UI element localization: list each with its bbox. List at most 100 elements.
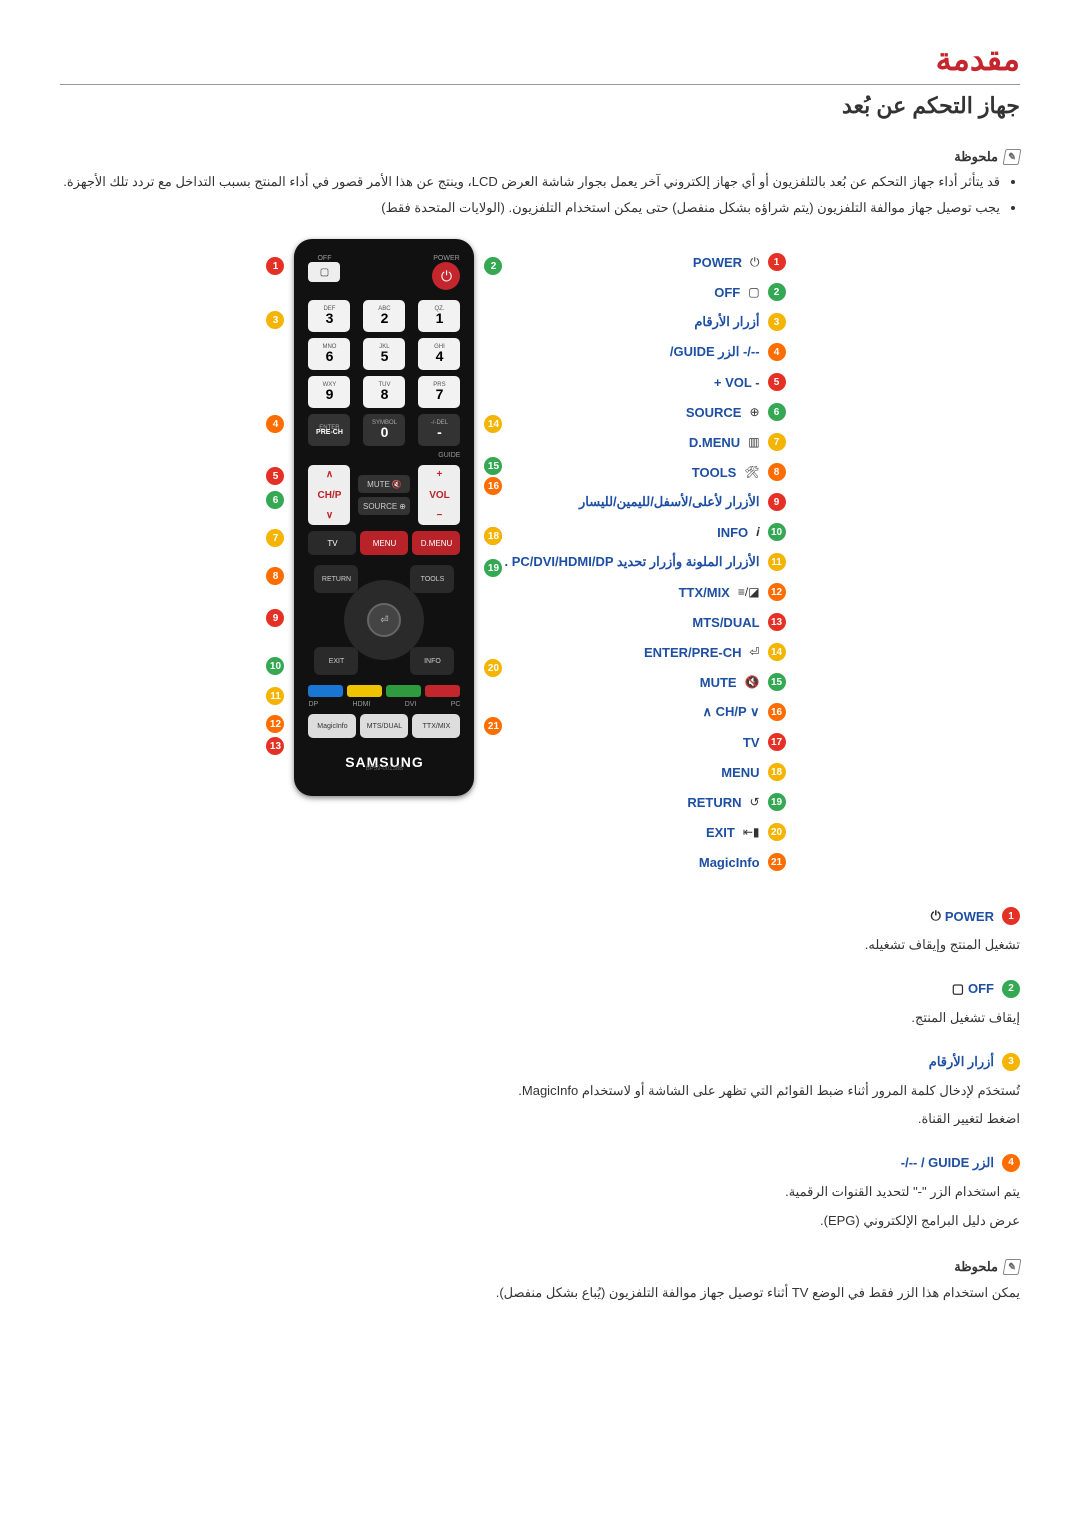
note-item: قد يتأثر أداء جهاز التحكم عن بُعد بالتلف… — [60, 171, 1000, 193]
power-label: POWER — [433, 255, 459, 262]
callout-badge: 2 — [768, 283, 786, 301]
desc-body: إيقاف تشغيل المنتج. — [60, 1006, 1020, 1031]
enter-button[interactable]: ⏎ — [367, 603, 401, 637]
numpad-1[interactable]: .QZ1 — [418, 300, 460, 332]
color-button[interactable] — [308, 685, 343, 697]
callout-label-3: أزرار الأرقام3 — [504, 307, 785, 337]
numpad-4[interactable]: GHI4 — [418, 338, 460, 370]
bottom-btn-MTS/DUAL[interactable]: MTS/DUAL — [360, 714, 408, 738]
callout-label-2: OFF▢2 — [504, 277, 785, 307]
descriptions: 1⏻POWER تشغيل المنتج وإيقاف تشغيله. 2▢OFF إ… — [60, 907, 1020, 1233]
key-PRE-CH[interactable]: ENTERPRE-CH — [308, 414, 350, 446]
diagram-badge-4: 4 — [266, 415, 284, 433]
desc-body: تشغيل المنتج وإيقاف تشغيله. — [60, 933, 1020, 958]
dmenu-button[interactable]: D.MENU — [412, 531, 460, 555]
callout-label-9: الأزرار لأعلى/لأسفل/لليمين/لليسار9 — [504, 487, 785, 517]
numpad-3[interactable]: DEF3 — [308, 300, 350, 332]
power-button[interactable]: ⏻ — [432, 262, 460, 290]
vol-rocker[interactable]: +VOL− — [418, 465, 460, 525]
diagram-badge-16: 16 — [484, 477, 502, 495]
callout-label-17: TV17 — [504, 727, 785, 757]
diagram-badge-6: 6 — [266, 491, 284, 509]
tools-button[interactable]: TOOLS — [410, 565, 454, 593]
callout-badge: 19 — [768, 793, 786, 811]
desc-header-4: 4-/-- / GUIDE الزر — [60, 1154, 1020, 1172]
guide-label: GUIDE — [308, 452, 460, 459]
desc-body: اضغط لتغيير القناة. — [60, 1107, 1020, 1132]
remote-diagram: 1345678910111213 21415161718192021 POWER… — [60, 239, 1020, 877]
desc-header-1: 1⏻POWER — [60, 907, 1020, 925]
numpad-9[interactable]: WXY9 — [308, 376, 350, 408]
callout-label-8: TOOLS🛠8 — [504, 457, 785, 487]
note-list: قد يتأثر أداء جهاز التحكم عن بُعد بالتلف… — [60, 171, 1020, 219]
info-button[interactable]: INFO — [410, 647, 454, 675]
desc-body: تُستخدَم لإدخال كلمة المرور أثناء ضبط ال… — [60, 1079, 1020, 1104]
callout-badge: 8 — [768, 463, 786, 481]
menu-button[interactable]: MENU — [360, 531, 408, 555]
desc-header-2: 2▢OFF — [60, 980, 1020, 998]
diagram-badge-10: 10 — [266, 657, 284, 675]
callout-label-11: . PC/DVI/HDMI/DP الأزرار الملونة وأزرار … — [504, 547, 785, 577]
section-subtitle: جهاز التحكم عن بُعد — [60, 93, 1020, 119]
numpad-5[interactable]: JKL5 — [363, 338, 405, 370]
callout-badge: 21 — [768, 853, 786, 871]
diagram-badge-1: 1 — [266, 257, 284, 275]
diagram-badge-15: 15 — [484, 457, 502, 475]
callout-badge: 9 — [768, 493, 786, 511]
callout-label-7: D.MENU▥7 — [504, 427, 785, 457]
diagram-badge-7: 7 — [266, 529, 284, 547]
off-button[interactable]: ▢ — [308, 262, 340, 282]
numpad-7[interactable]: PRS7 — [418, 376, 460, 408]
diagram-badge-12: 12 — [266, 715, 284, 733]
callout-badge: 5 — [768, 373, 786, 391]
tv-button[interactable]: TV — [308, 531, 356, 555]
key--[interactable]: DEL-/-- — [418, 414, 460, 446]
source-button[interactable]: ⊕ SOURCE — [358, 497, 410, 515]
mute-button[interactable]: 🔇 MUTE — [358, 475, 410, 493]
numpad-2[interactable]: ABC2 — [363, 300, 405, 332]
callout-badge: 17 — [768, 733, 786, 751]
callout-badge: 15 — [768, 673, 786, 691]
callout-badge: 7 — [768, 433, 786, 451]
color-buttons[interactable] — [308, 685, 460, 697]
bottom-btn-TTX/MIX[interactable]: TTX/MIX — [412, 714, 460, 738]
bottom-btn-MagicInfo[interactable]: MagicInfo — [308, 714, 356, 738]
key-0[interactable]: SYMBOL0 — [363, 414, 405, 446]
callout-badge: 3 — [768, 313, 786, 331]
diagram-badge-3: 3 — [266, 311, 284, 329]
diagram-badge-11: 11 — [266, 687, 284, 705]
color-button[interactable] — [425, 685, 460, 697]
note-heading-text: ملحوظة — [954, 149, 998, 165]
color-button[interactable] — [347, 685, 382, 697]
ch-rocker[interactable]: ∧CH/P∨ — [308, 465, 350, 525]
callout-badge: 11 — [768, 553, 786, 571]
callout-label-10: INFO𝒊10 — [504, 517, 785, 547]
color-button[interactable] — [386, 685, 421, 697]
callout-badge: 20 — [768, 823, 786, 841]
callout-badge: 12 — [768, 583, 786, 601]
callout-badge: 14 — [768, 643, 786, 661]
callout-badge: 1 — [768, 253, 786, 271]
callout-label-6: SOURCE⊕6 — [504, 397, 785, 427]
numpad-8[interactable]: TUV8 — [363, 376, 405, 408]
remote-wrap: 1345678910111213 21415161718192021 POWER… — [294, 239, 474, 796]
desc-header-3: 3أزرار الأرقام — [60, 1053, 1020, 1071]
note-icon: ✎ — [1003, 149, 1022, 165]
return-button[interactable]: RETURN — [314, 565, 358, 593]
callout-label-15: MUTE🔇15 — [504, 667, 785, 697]
dpad-ring[interactable]: ⏎ — [344, 580, 424, 660]
diagram-badge-21: 21 — [484, 717, 502, 735]
note2-heading: ✎ ملحوظة — [60, 1259, 1020, 1275]
diagram-badge-2: 2 — [484, 257, 502, 275]
callout-badge: 18 — [768, 763, 786, 781]
exit-button[interactable]: EXIT — [314, 647, 358, 675]
diagram-badge-5: 5 — [266, 467, 284, 485]
diagram-badge-18: 18 — [484, 527, 502, 545]
callout-label-16: ∧ CH/P ∨16 — [504, 697, 785, 727]
src-label: HDMI — [353, 701, 371, 708]
callout-label-20: EXIT⇤▮20 — [504, 817, 785, 847]
note-icon: ✎ — [1003, 1259, 1022, 1275]
src-label: DVI — [405, 701, 417, 708]
diagram-badge-8: 8 — [266, 567, 284, 585]
numpad-6[interactable]: MNO6 — [308, 338, 350, 370]
